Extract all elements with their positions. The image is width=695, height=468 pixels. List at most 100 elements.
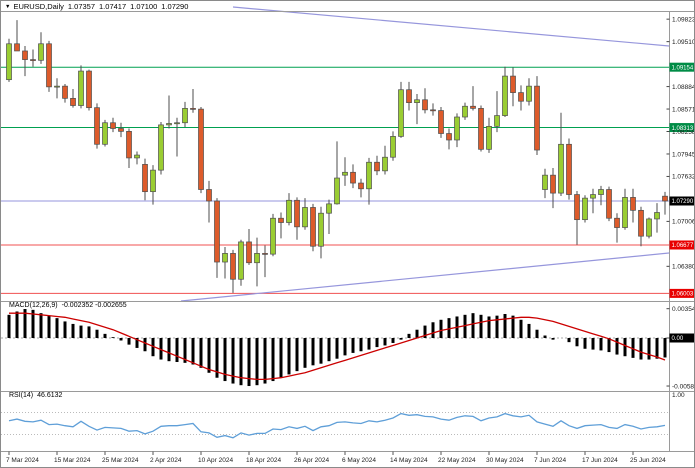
bull-candle [6, 43, 12, 81]
rsi-line [8, 412, 666, 439]
svg-text:7 Mar 2024: 7 Mar 2024 [6, 457, 39, 464]
bear-candle [662, 195, 668, 202]
bull-candle [542, 174, 548, 190]
svg-text:1.09154: 1.09154 [672, 65, 694, 71]
bull-candle [102, 122, 108, 145]
bull-candle [590, 194, 596, 199]
svg-text:18 Apr 2024: 18 Apr 2024 [246, 457, 281, 464]
bull-candle [494, 115, 500, 127]
bear-candle [614, 217, 620, 228]
bear-candle [422, 99, 428, 111]
bull-candle [38, 43, 44, 61]
price-axis [666, 18, 694, 298]
bull-candle [174, 122, 180, 125]
svg-text:1.07290: 1.07290 [672, 199, 694, 205]
bull-candle [382, 156, 388, 172]
bear-candle [126, 131, 132, 159]
svg-text:25 Mar 2024: 25 Mar 2024 [102, 457, 139, 464]
bear-candle [574, 194, 580, 221]
bear-candle [142, 164, 148, 193]
svg-text:1.09510: 1.09510 [672, 39, 695, 46]
bull-candle [558, 143, 564, 194]
bull-candle [454, 116, 460, 141]
rsi-indicator-title: RSI(14) 46.6132 [9, 392, 66, 399]
svg-text:17 Jun 2024: 17 Jun 2024 [582, 457, 618, 464]
svg-text:0.00: 0.00 [672, 336, 684, 342]
quote-close: 1.07290 [161, 2, 189, 11]
bull-candle [150, 169, 156, 193]
bull-candle [182, 108, 188, 124]
bull-candle [78, 70, 84, 106]
red-price-label [669, 240, 694, 250]
svg-text:1.08884: 1.08884 [672, 84, 695, 91]
svg-text:0.00354: 0.00354 [672, 306, 695, 313]
red-price-label [669, 288, 694, 298]
bear-candle [198, 108, 204, 190]
macd-indicator-title: MACD(12,26,9) -0.002352 -0.002655 [9, 302, 131, 309]
bear-candle [566, 143, 572, 195]
svg-text:6 May 2024: 6 May 2024 [342, 457, 376, 464]
bull-candle [398, 89, 404, 137]
bear-candle [550, 174, 556, 194]
bear-candle [94, 107, 100, 145]
quote-open: 1.07357 [67, 2, 96, 11]
rsi-label: RSI(14) [9, 392, 34, 399]
svg-text:26 Apr 2024: 26 Apr 2024 [294, 457, 329, 464]
bear-candle [62, 85, 68, 99]
bull-candle [390, 136, 396, 158]
bull-candle [158, 124, 164, 171]
bear-candle [46, 43, 52, 88]
bull-candle [646, 218, 652, 237]
quote-high: 1.07417 [99, 2, 127, 11]
svg-text:22 May 2024: 22 May 2024 [438, 457, 476, 464]
bull-candle [134, 154, 140, 159]
svg-text:15 Mar 2024: 15 Mar 2024 [54, 457, 91, 464]
bear-candle [310, 207, 316, 247]
descending-resistance-trendline [232, 6, 670, 47]
svg-text:14 May 2024: 14 May 2024 [390, 457, 428, 464]
bear-candle [246, 241, 252, 264]
svg-text:1.07945: 1.07945 [672, 151, 695, 158]
svg-text:-0.0058: -0.0058 [672, 383, 694, 390]
bull-candle [54, 85, 60, 88]
bull-candle [598, 189, 604, 195]
bull-candle [222, 253, 228, 263]
bull-candle [318, 212, 324, 247]
bear-candle [438, 110, 444, 134]
bull-candle [486, 125, 492, 150]
bear-candle [638, 209, 644, 237]
macd-signal-line [9, 312, 666, 381]
bull-candle [462, 105, 468, 118]
bear-candle [190, 108, 196, 110]
macd-values: -0.002352 -0.002655 [61, 302, 127, 309]
svg-text:1.06677: 1.06677 [672, 243, 694, 249]
bear-candle [14, 43, 20, 52]
bear-candle [358, 182, 364, 190]
bull-candle [582, 197, 588, 221]
svg-text:1.00: 1.00 [672, 392, 685, 399]
rsi-value: 46.6132 [37, 392, 63, 399]
svg-text:1.06003: 1.06003 [672, 292, 694, 298]
bull-candle [622, 197, 628, 228]
green-price-label [669, 62, 694, 72]
bull-candle [286, 199, 292, 223]
bear-candle [30, 59, 36, 61]
svg-text:1.07006: 1.07006 [672, 219, 695, 226]
svg-text:1.08571: 1.08571 [672, 106, 695, 113]
bear-candle [606, 189, 612, 219]
macd-label: MACD(12,26,9) [9, 302, 58, 309]
bull-candle [326, 203, 332, 214]
bull-candle [414, 99, 420, 104]
bear-candle [294, 199, 300, 228]
chart-menu-arrow-icon[interactable]: ▼ [5, 4, 11, 10]
chart-quote-header: ▼ EURUSD,Daily 1.07357 1.07417 1.07100 1.0729… [5, 2, 192, 11]
bear-candle [262, 253, 268, 255]
ascending-support-trendline [180, 252, 670, 302]
bear-candle [518, 92, 524, 102]
bull-candle [166, 123, 172, 126]
trendlines [180, 6, 670, 302]
svg-text:2 Apr 2024: 2 Apr 2024 [150, 457, 182, 464]
bull-candle [654, 212, 660, 220]
